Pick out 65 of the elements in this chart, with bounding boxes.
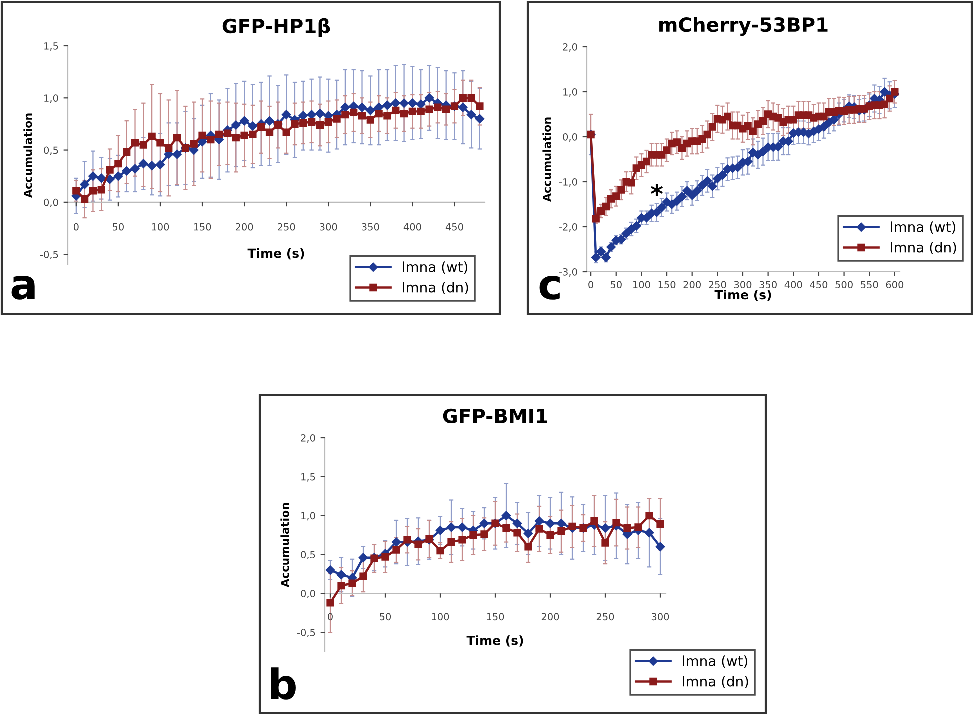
x-tick-label: 150 xyxy=(487,613,504,621)
x-tick-label: 250 xyxy=(709,281,726,289)
legend-label: lmna (wt) xyxy=(683,656,748,668)
y-tick-label: 2,0 xyxy=(301,434,316,443)
y-tick-label: 1,5 xyxy=(302,474,316,482)
x-tick-label: 300 xyxy=(320,223,338,231)
x-tick-label: 550 xyxy=(861,281,878,289)
x-axis-title: Time (s) xyxy=(466,636,524,647)
y-tick-label: 0,0 xyxy=(301,590,316,598)
x-tick-label: 200 xyxy=(236,223,254,231)
y-tick-label: 1,0 xyxy=(564,88,578,97)
y-tick-label: -1,0 xyxy=(559,178,578,187)
chart-title: mCherry-53BP1 xyxy=(660,17,828,36)
y-tick-label: 0,0 xyxy=(563,133,578,142)
y-axis-title: Accumulation xyxy=(280,503,290,588)
x-axis-title: Time (s) xyxy=(248,248,304,260)
legend-label: lmna (wt) xyxy=(403,262,468,274)
x-tick-label: 500 xyxy=(836,281,853,289)
y-axis-title: Accumulation xyxy=(542,118,552,202)
legend-label: lmna (dn) xyxy=(683,676,748,688)
x-tick-label: 100 xyxy=(432,613,450,621)
text: a xyxy=(12,276,35,300)
y-tick-label: 0,5 xyxy=(44,146,58,156)
x-tick-label: 600 xyxy=(886,281,904,289)
x-tick-label: 200 xyxy=(684,281,701,289)
y-tick-label: 1,0 xyxy=(44,94,58,103)
y-tick-label: -0,5 xyxy=(297,629,316,638)
x-tick-label: 350 xyxy=(362,223,380,231)
x-axis-title: Time (s) xyxy=(714,290,772,302)
x-tick-label: 0 xyxy=(74,223,79,231)
legend-label: lmna (wt) xyxy=(891,222,956,234)
y-tick-label: 2,0 xyxy=(563,43,578,52)
x-tick-label: 50 xyxy=(610,281,622,289)
x-tick-label: 50 xyxy=(113,223,124,231)
x-tick-label: 150 xyxy=(658,281,676,289)
y-tick-label: -0,5 xyxy=(40,251,58,260)
y-tick-label: 0,0 xyxy=(44,198,58,208)
legend-label: lmna (dn) xyxy=(891,242,956,254)
x-tick-label: 450 xyxy=(810,281,828,289)
legend-label: lmna (dn) xyxy=(403,282,468,294)
y-axis-title: Accumulation xyxy=(24,114,32,198)
y-tick-label: -3,0 xyxy=(559,268,578,277)
y-tick-label: 1,5 xyxy=(44,42,58,51)
x-tick-label: 350 xyxy=(760,281,777,289)
x-tick-label: 250 xyxy=(596,613,614,621)
x-tick-label: 0 xyxy=(588,281,594,289)
x-tick-label: 250 xyxy=(278,223,296,231)
chart-title: GFP-HP1β xyxy=(222,18,330,38)
x-tick-label: 100 xyxy=(633,281,650,289)
chart-title: GFP-BMI1 xyxy=(443,408,548,424)
x-tick-label: 400 xyxy=(404,223,422,231)
y-tick-label: 0,5 xyxy=(301,551,316,560)
x-tick-label: 300 xyxy=(652,613,670,621)
text: b xyxy=(272,668,296,700)
x-tick-label: 300 xyxy=(734,281,752,289)
x-tick-label: 200 xyxy=(542,613,560,621)
x-tick-label: 50 xyxy=(380,613,392,621)
text: c xyxy=(540,276,560,300)
y-tick-label: -2,0 xyxy=(559,223,578,232)
x-tick-label: 150 xyxy=(194,223,212,231)
annotation: * xyxy=(650,184,664,196)
y-tick-label: 1,0 xyxy=(302,512,316,521)
x-tick-label: 450 xyxy=(446,223,464,231)
x-tick-label: 400 xyxy=(784,281,802,289)
x-tick-label: 100 xyxy=(152,223,170,231)
